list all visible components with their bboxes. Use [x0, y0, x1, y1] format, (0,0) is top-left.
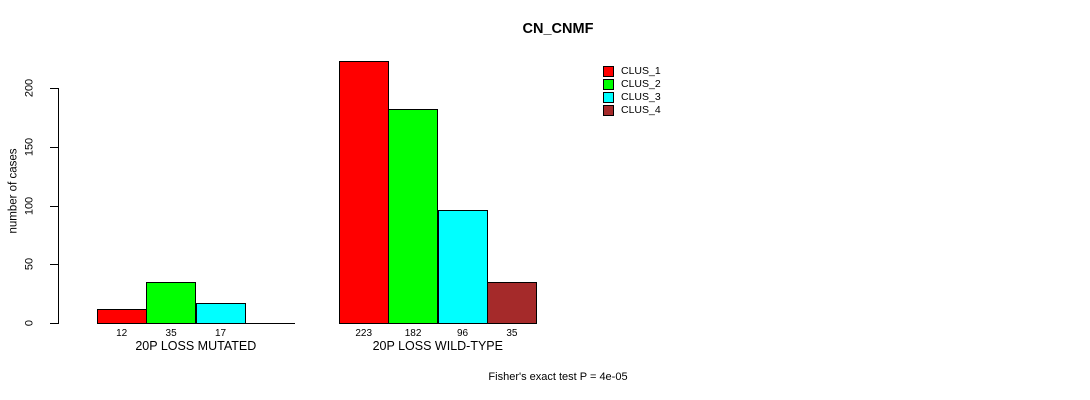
legend-item: CLUS_4 — [603, 104, 661, 117]
y-axis-tick-label: 100 — [23, 196, 36, 216]
bar-value-label: 96 — [456, 328, 469, 339]
y-axis-tick — [50, 88, 58, 89]
y-axis-tick-label: 150 — [23, 137, 36, 157]
legend-item: CLUS_3 — [603, 91, 661, 104]
bar-value-label: 223 — [355, 328, 373, 339]
y-axis-tick — [50, 323, 58, 324]
bar-clus_1 — [339, 61, 389, 324]
legend-label: CLUS_2 — [621, 78, 661, 91]
bar-clus_2 — [388, 109, 438, 324]
legend-label: CLUS_1 — [621, 65, 661, 78]
y-axis-tick — [50, 264, 58, 265]
y-axis-tick-label: 50 — [23, 257, 36, 271]
y-axis-line — [58, 88, 59, 324]
legend-swatch — [603, 92, 614, 103]
bar-clus_1 — [97, 309, 147, 324]
bar-clus_4 — [487, 282, 537, 324]
bar-value-label: 12 — [116, 328, 128, 339]
y-axis-tick-label: 200 — [23, 78, 36, 98]
legend-swatch — [603, 66, 614, 77]
y-axis-tick-label: 0 — [23, 319, 36, 327]
x-group-label: 20P LOSS MUTATED — [135, 339, 257, 353]
bar-value-label: 182 — [404, 328, 422, 339]
legend-label: CLUS_4 — [621, 104, 661, 117]
legend-swatch — [603, 79, 614, 90]
y-axis-tick — [50, 206, 58, 207]
x-group-label: 20P LOSS WILD-TYPE — [372, 339, 503, 353]
chart-title: CN_CNMF — [522, 21, 594, 37]
legend: CLUS_1 CLUS_2 CLUS_3 CLUS_4 — [603, 65, 661, 117]
bar-clus_3 — [196, 303, 246, 324]
fisher-test-annotation: Fisher's exact test P = 4e-05 — [488, 371, 628, 383]
legend-swatch — [603, 105, 614, 116]
y-axis-title: number of cases — [7, 148, 20, 234]
bar-value-label: 17 — [214, 328, 227, 339]
bar-clus_2 — [146, 282, 196, 324]
y-axis-tick — [50, 147, 58, 148]
legend-item: CLUS_1 — [603, 65, 661, 78]
bar-value-label: 35 — [506, 328, 518, 339]
bar-clus_3 — [438, 210, 488, 324]
legend-label: CLUS_3 — [621, 91, 661, 104]
legend-item: CLUS_2 — [603, 78, 661, 91]
bar-value-label: 35 — [165, 328, 177, 339]
